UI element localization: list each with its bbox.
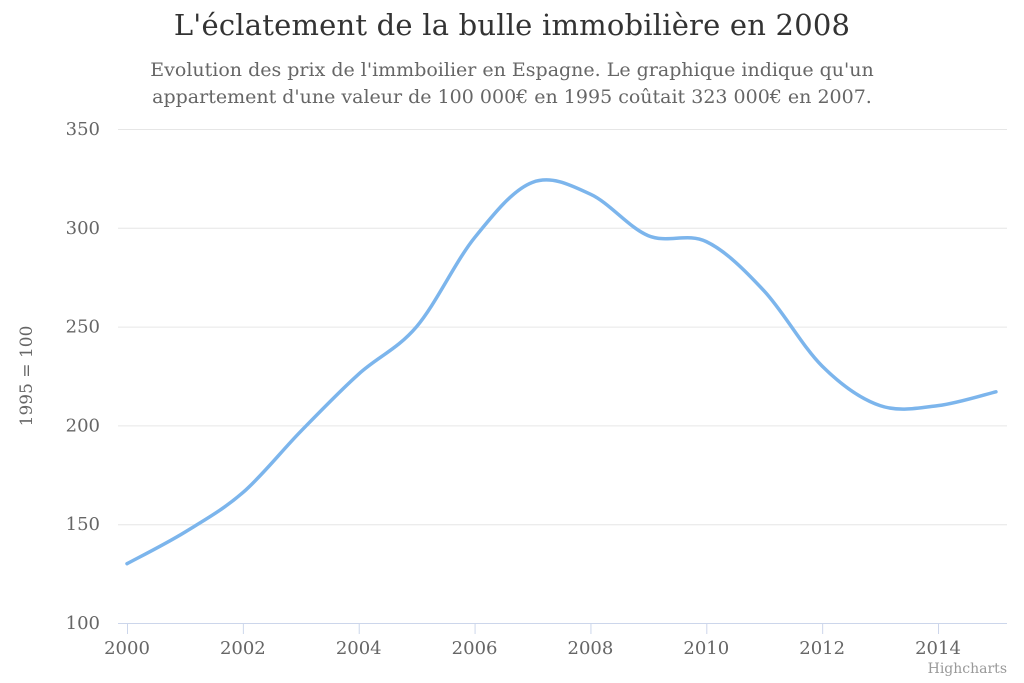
x-axis-label: 2004 — [336, 638, 382, 659]
price-index-series-line — [125, 178, 998, 566]
y-axis-title: 1995 = 100 — [17, 326, 37, 427]
x-axis-label: 2002 — [220, 638, 266, 659]
x-axis-label: 2008 — [568, 638, 614, 659]
x-axis-label: 2010 — [683, 638, 729, 659]
y-axis-label: 250 — [66, 317, 100, 338]
y-axis-label: 100 — [66, 613, 100, 634]
x-axis-label: 2012 — [799, 638, 845, 659]
y-axis-label: 150 — [66, 514, 100, 535]
chart-subtitle-line-2: appartement d'une valeur de 100 000€ en … — [152, 86, 872, 108]
chart-subtitle: Evolution des prix de l'immboilier en Es… — [0, 57, 1024, 111]
chart-title: L'éclatement de la bulle immobilière en … — [173, 8, 851, 42]
y-axis-label: 200 — [66, 415, 100, 436]
chart-subtitle-line-1: Evolution des prix de l'immboilier en Es… — [150, 59, 874, 81]
highcharts-credits-link[interactable]: Highcharts — [927, 661, 1007, 677]
y-axis-label: 300 — [66, 218, 100, 239]
y-axis-label: 350 — [66, 119, 100, 140]
x-axis-label: 2014 — [915, 638, 961, 659]
x-axis-label: 2000 — [104, 638, 150, 659]
x-axis-label: 2006 — [452, 638, 498, 659]
